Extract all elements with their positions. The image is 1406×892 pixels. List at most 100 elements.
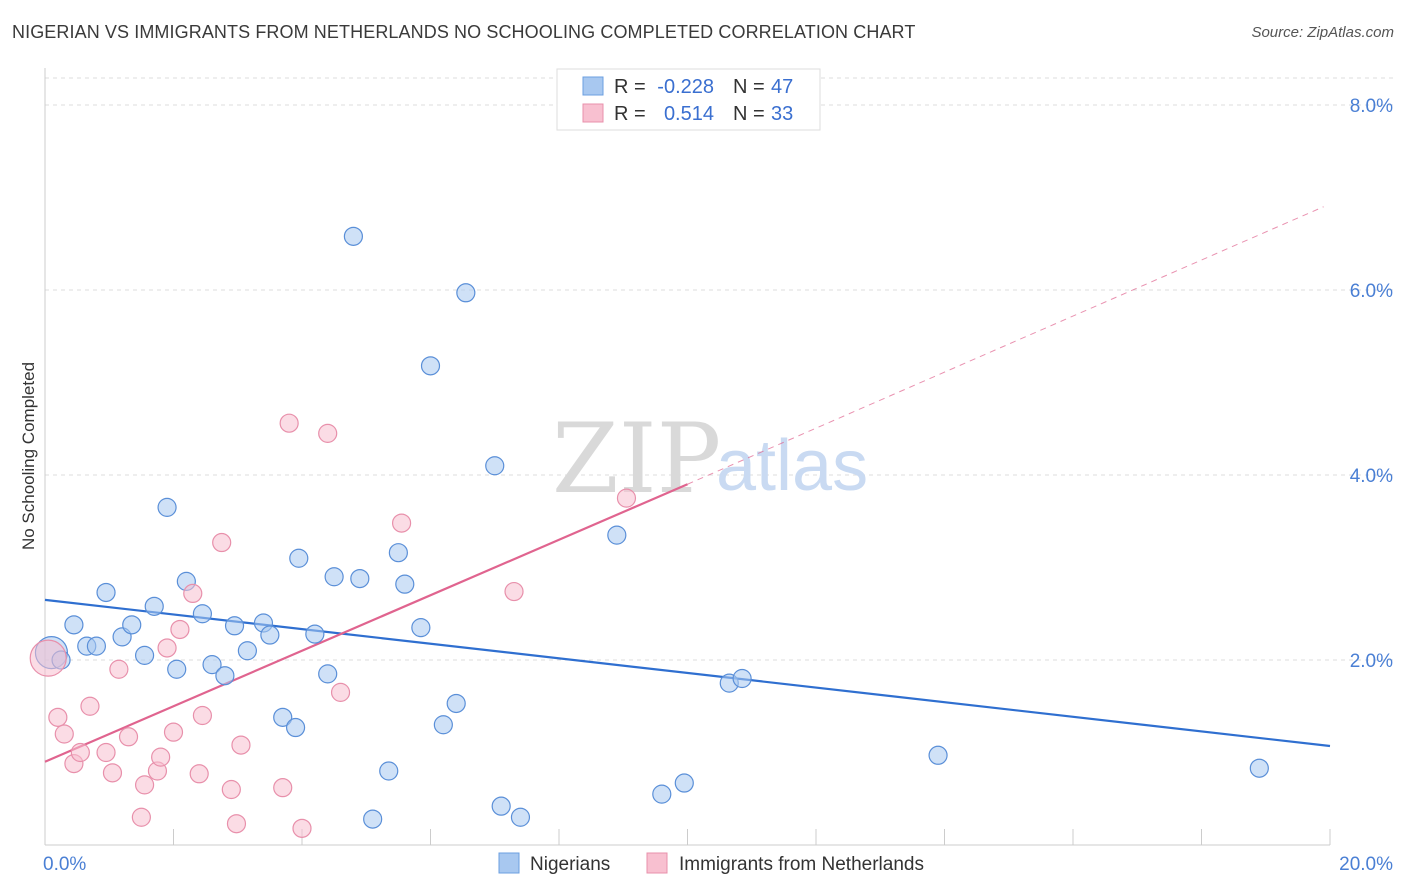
- point-nigerians: [305, 624, 325, 644]
- point-nigerians: [64, 615, 84, 635]
- point-nigerians: [167, 659, 187, 679]
- point-netherlands: [29, 639, 67, 677]
- point-netherlands: [189, 764, 209, 784]
- point-nigerians: [652, 784, 672, 804]
- trend-line-extension-1: [687, 206, 1324, 485]
- y-tick-labels: 2.0% 4.0% 6.0% 8.0%: [1350, 96, 1393, 672]
- legend-r-value: 0.514: [664, 103, 714, 125]
- y-tick-label: 4.0%: [1350, 466, 1393, 487]
- x-tick-label: 0.0%: [43, 854, 86, 875]
- legend-swatch-netherlands: [646, 852, 668, 874]
- grid-lines: [45, 77, 1395, 661]
- point-nigerians: [237, 641, 257, 661]
- point-nigerians: [491, 796, 511, 816]
- legend-swatch-nigerians: [582, 76, 604, 96]
- point-netherlands: [134, 775, 155, 795]
- point-nigerians: [674, 773, 694, 793]
- series-legend: Nigerians Immigrants from Netherlands: [498, 852, 924, 875]
- y-axis-title: No Schooling Completed: [19, 362, 38, 550]
- point-nigerians: [388, 543, 408, 563]
- point-nigerians: [134, 645, 155, 665]
- point-netherlands: [118, 727, 139, 747]
- correlation-legend: R = -0.228 N = 47 R = 0.514 N = 33: [556, 68, 821, 131]
- point-netherlands: [292, 818, 312, 838]
- point-netherlands: [48, 707, 68, 727]
- point-nigerians: [260, 625, 280, 645]
- point-nigerians: [96, 582, 116, 603]
- point-nigerians: [202, 655, 222, 675]
- legend-swatch-netherlands: [582, 103, 604, 123]
- point-netherlands: [96, 742, 116, 763]
- point-netherlands: [318, 423, 338, 443]
- watermark-atlas: atlas: [716, 426, 868, 506]
- point-nigerians: [86, 636, 107, 656]
- point-netherlands: [70, 742, 90, 763]
- point-nigerians: [350, 568, 370, 589]
- point-nigerians: [157, 497, 177, 517]
- legend-r-value: -0.228: [657, 76, 714, 98]
- point-netherlands: [183, 583, 203, 604]
- point-netherlands: [231, 735, 251, 755]
- legend-n-value: 33: [771, 103, 793, 125]
- point-nigerians: [273, 707, 293, 727]
- x-tick-labels: 0.0% 20.0%: [43, 854, 1393, 875]
- legend-n-label: N =: [733, 103, 765, 125]
- point-nigerians: [485, 456, 505, 476]
- y-tick-label: 8.0%: [1350, 96, 1393, 117]
- point-netherlands: [616, 488, 637, 508]
- point-netherlands: [226, 814, 247, 834]
- point-netherlands: [330, 682, 351, 702]
- legend-n-label: N =: [733, 76, 765, 98]
- watermark: ZIP atlas: [552, 403, 868, 515]
- point-netherlands: [102, 763, 123, 783]
- point-nigerians: [928, 745, 948, 765]
- chart-title: NIGERIAN VS IMMIGRANTS FROM NETHERLANDS …: [12, 22, 916, 42]
- watermark-zip: ZIP: [552, 403, 721, 515]
- point-nigerians: [324, 567, 344, 587]
- legend-swatch-nigerians: [498, 852, 520, 874]
- point-netherlands: [131, 807, 151, 827]
- point-nigerians: [420, 356, 441, 376]
- point-nigerians: [607, 525, 627, 545]
- legend-label-netherlands: Immigrants from Netherlands: [679, 854, 924, 875]
- y-tick-label: 6.0%: [1350, 281, 1393, 302]
- point-netherlands: [212, 532, 232, 553]
- legend-r-label: R =: [614, 103, 646, 125]
- legend-n-value: 47: [771, 76, 793, 98]
- point-nigerians: [446, 693, 466, 714]
- point-nigerians: [144, 596, 164, 616]
- legend-r-label: R =: [614, 76, 646, 98]
- point-nigerians: [379, 761, 399, 781]
- point-nigerians: [363, 809, 383, 829]
- point-nigerians: [510, 807, 531, 827]
- point-netherlands: [504, 581, 524, 602]
- trend-line-1: [44, 483, 688, 763]
- point-nigerians: [192, 604, 213, 624]
- point-netherlands: [221, 779, 241, 800]
- point-nigerians: [1249, 758, 1269, 778]
- source-label: Source: ZipAtlas.com: [1251, 24, 1394, 41]
- data-points: [29, 226, 1269, 838]
- point-netherlands: [192, 705, 213, 726]
- point-netherlands: [273, 778, 293, 798]
- point-netherlands: [170, 619, 190, 640]
- point-netherlands: [391, 513, 412, 533]
- x-tick-label: 20.0%: [1339, 854, 1393, 875]
- point-netherlands: [279, 413, 299, 433]
- point-netherlands: [54, 724, 74, 744]
- point-nigerians: [285, 717, 306, 738]
- point-nigerians: [318, 664, 338, 684]
- point-netherlands: [163, 722, 184, 742]
- point-nigerians: [411, 618, 431, 638]
- point-nigerians: [456, 283, 476, 303]
- point-nigerians: [433, 715, 453, 735]
- y-tick-label: 2.0%: [1350, 651, 1393, 672]
- point-nigerians: [215, 666, 235, 686]
- point-nigerians: [395, 574, 415, 594]
- point-nigerians: [224, 616, 245, 636]
- point-nigerians: [122, 615, 142, 635]
- point-nigerians: [732, 668, 752, 689]
- point-netherlands: [80, 696, 100, 716]
- point-netherlands: [151, 747, 171, 767]
